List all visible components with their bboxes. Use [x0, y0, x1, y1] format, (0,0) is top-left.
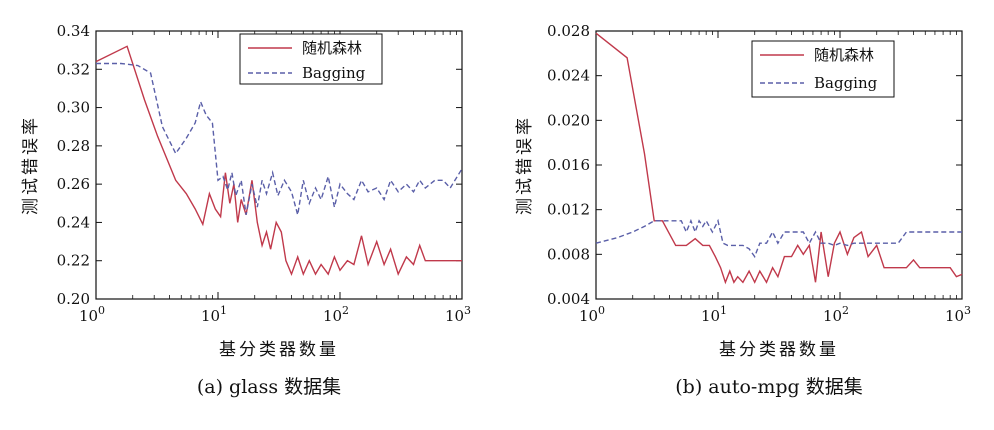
- y-axis-label: 测试错误率: [21, 115, 41, 215]
- series-line-0: [595, 32, 963, 285]
- chart-panel-0: 0.20 0.22 0.24 0.26 0.28 0.30 0.32 0.34 100 101 10…: [21, 22, 471, 398]
- y-tick-label: 0.28: [57, 137, 90, 155]
- legend-label: 随机森林: [302, 39, 362, 57]
- chart-panel-1: 0.004 0.008 0.012 0.016 0.020 0.024 0.028 100 10…: [515, 22, 971, 398]
- y-tick-label: 0.016: [547, 156, 590, 174]
- legend: 随机森林 Bagging: [751, 40, 895, 98]
- y-tick-label: 0.024: [547, 67, 590, 85]
- legend-box: [751, 40, 895, 98]
- x-tick-label: 101: [701, 304, 727, 325]
- y-tick-label: 0.24: [57, 213, 90, 231]
- y-tick-label: 0.008: [547, 245, 590, 263]
- x-tick-label: 102: [823, 304, 849, 325]
- x-tick-label: 103: [945, 304, 971, 325]
- x-tick-label: 103: [445, 304, 471, 325]
- series-line-0: [95, 45, 462, 277]
- y-tick-label: 0.32: [57, 60, 90, 78]
- y-tick-label: 0.004: [547, 290, 590, 308]
- series-line-1: [595, 218, 962, 259]
- x-tick-label: 101: [201, 304, 227, 325]
- chart-caption: (b) auto-mpg 数据集: [675, 376, 862, 398]
- y-tick-label: 0.020: [547, 111, 590, 129]
- y-axis-label: 测试错误率: [515, 115, 535, 215]
- y-tick-label: 0.26: [57, 175, 90, 193]
- y-tick-label: 0.30: [57, 99, 90, 117]
- legend-box: [239, 33, 383, 85]
- y-tick-label: 0.20: [57, 290, 90, 308]
- legend-label: 随机森林: [814, 46, 874, 64]
- x-tick-label: 102: [323, 304, 349, 325]
- series-line-1: [96, 62, 463, 215]
- x-tick-label: 100: [79, 304, 105, 325]
- legend-label: Bagging: [814, 74, 878, 92]
- y-tick-label: 0.34: [57, 22, 90, 40]
- x-axis-label: 基分类器数量: [219, 340, 339, 360]
- x-tick-label: 100: [579, 304, 605, 325]
- legend: 随机森林 Bagging: [239, 33, 383, 85]
- plot-frame: [95, 30, 463, 300]
- legend-label: Bagging: [302, 64, 366, 82]
- chart-caption: (a) glass 数据集: [197, 376, 341, 398]
- y-tick-label: 0.22: [57, 252, 90, 270]
- y-tick-label: 0.012: [547, 201, 590, 219]
- x-axis-label: 基分类器数量: [719, 340, 839, 360]
- y-tick-label: 0.028: [547, 22, 590, 40]
